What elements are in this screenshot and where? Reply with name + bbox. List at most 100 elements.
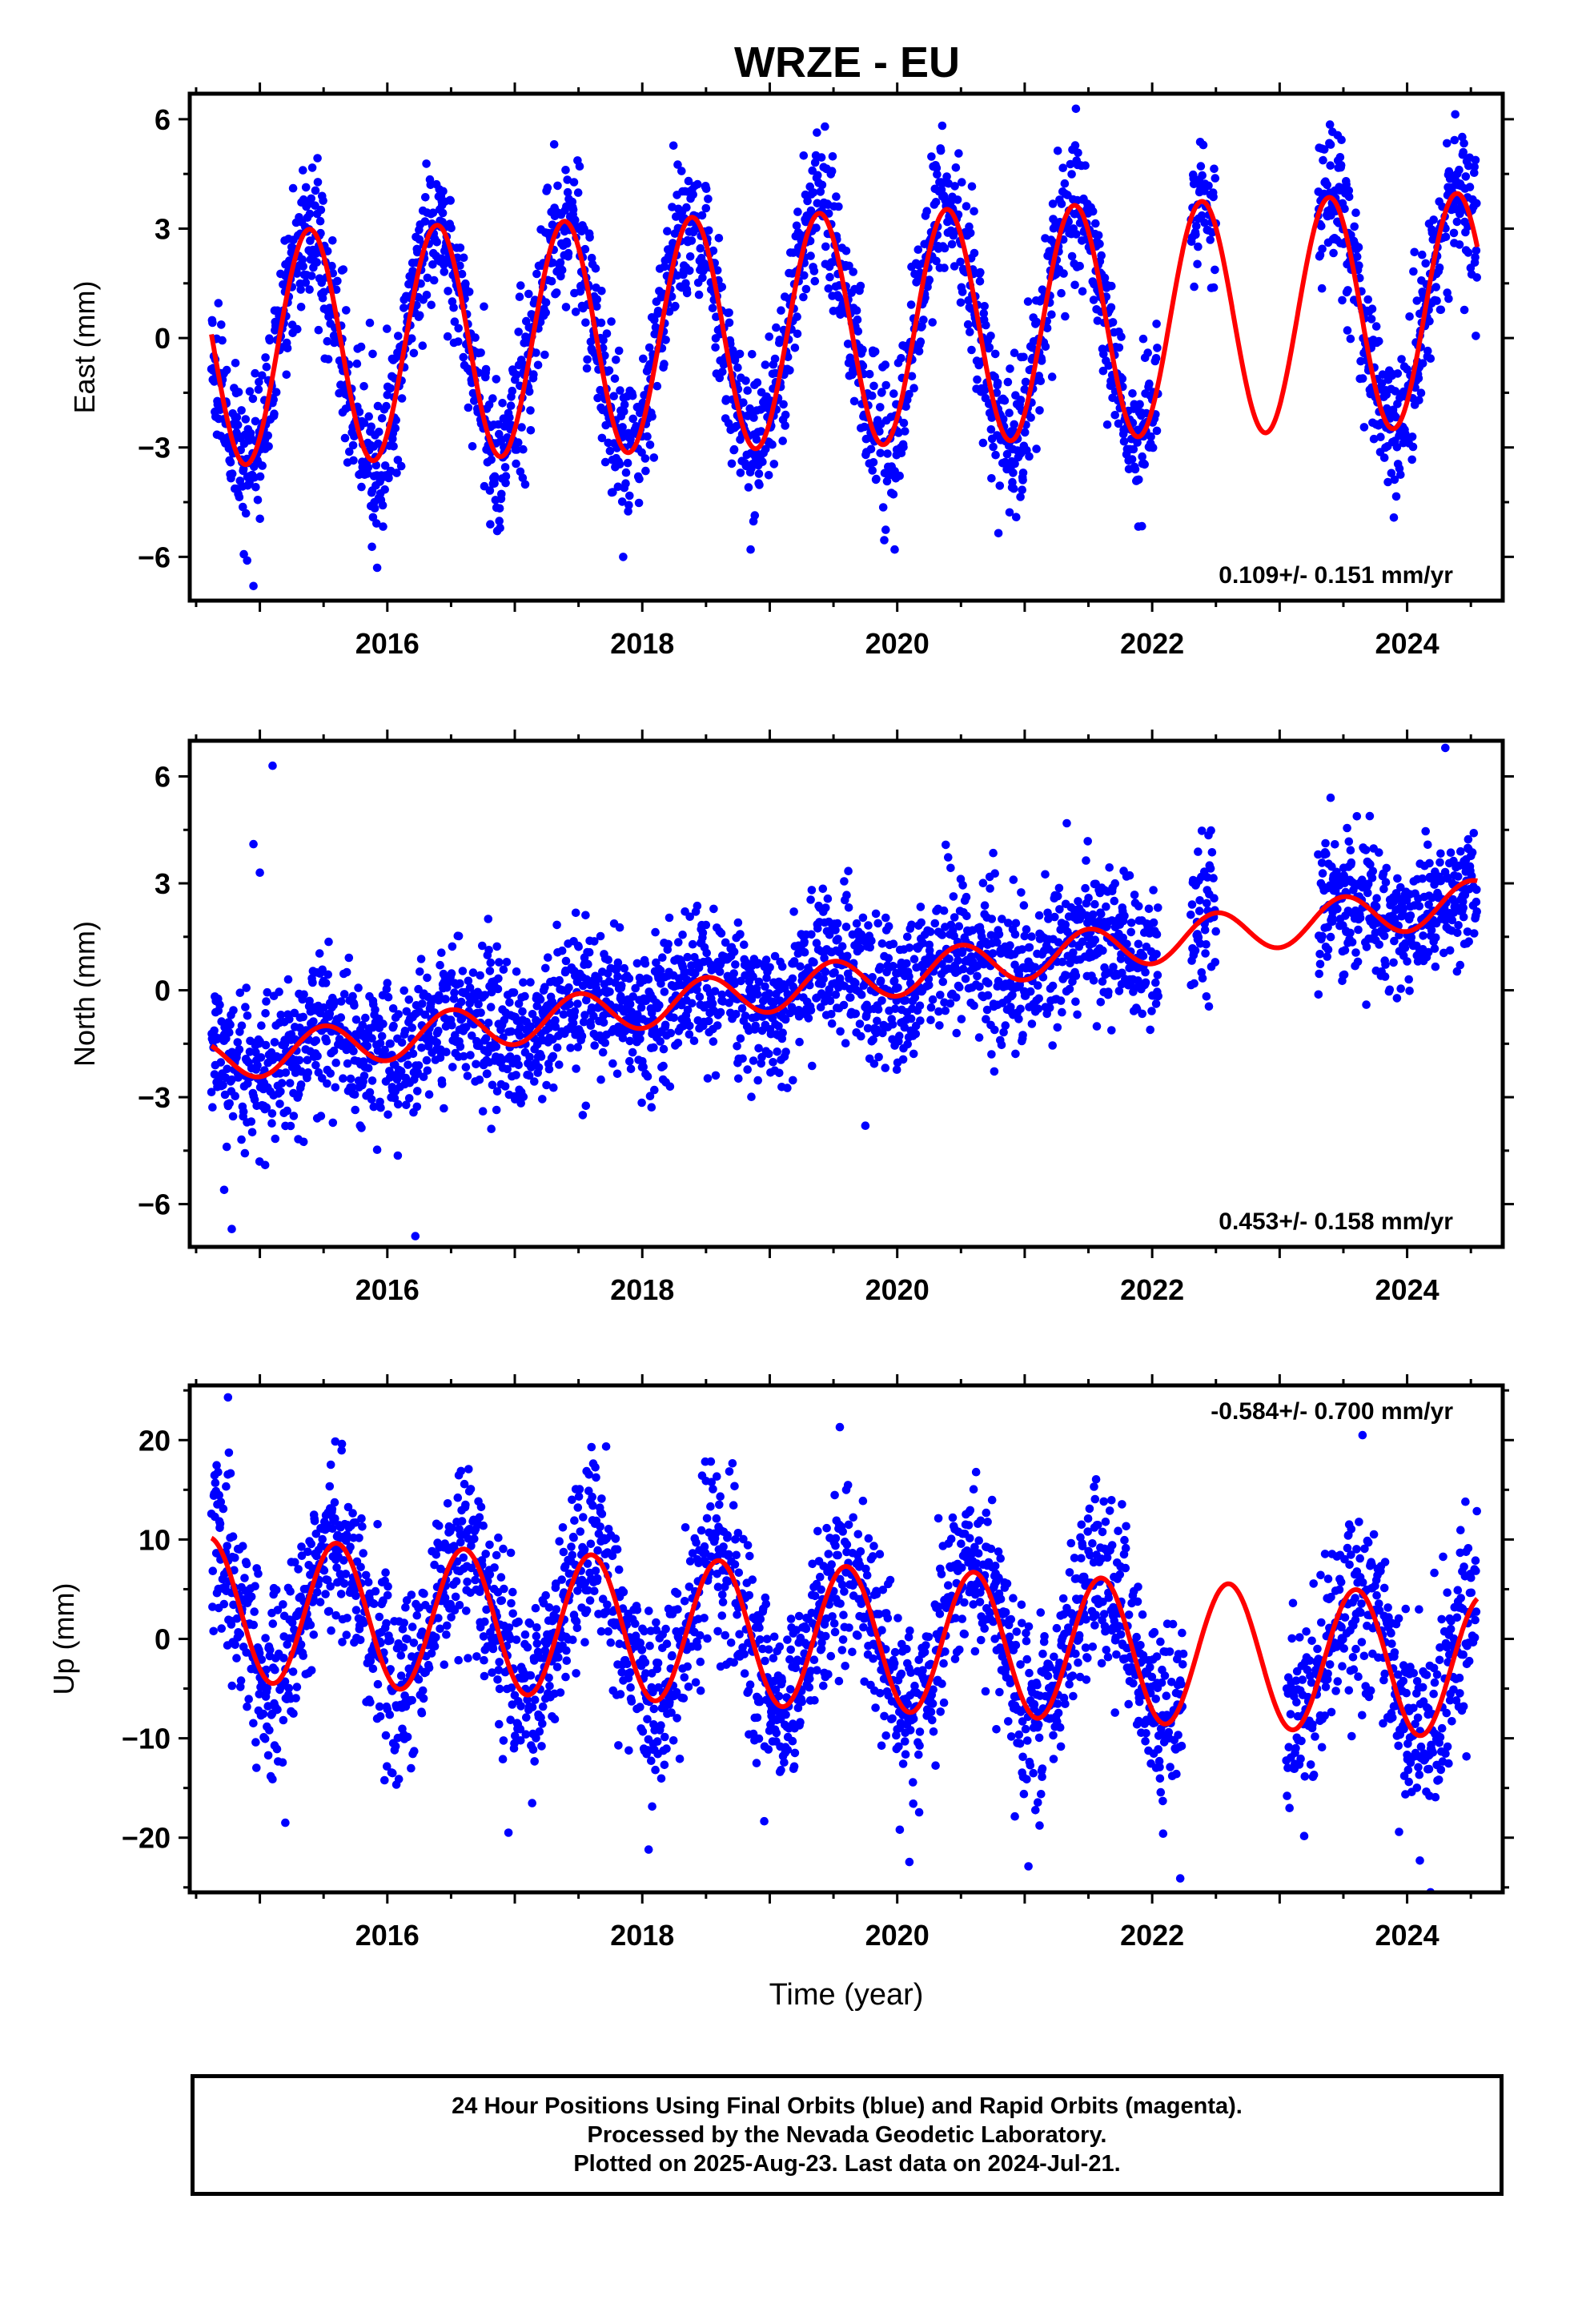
data-point bbox=[275, 987, 283, 996]
data-point bbox=[359, 382, 368, 391]
data-point-outlier bbox=[619, 553, 628, 561]
data-point bbox=[312, 258, 322, 267]
data-point bbox=[660, 987, 669, 996]
data-point bbox=[789, 907, 798, 916]
data-point bbox=[1207, 848, 1217, 857]
data-point bbox=[893, 983, 902, 992]
data-point bbox=[1326, 140, 1335, 149]
data-point bbox=[1186, 911, 1195, 919]
data-point bbox=[625, 1056, 634, 1066]
data-point bbox=[492, 1042, 501, 1051]
data-point bbox=[772, 323, 781, 332]
data-point bbox=[305, 996, 314, 1006]
data-point bbox=[1371, 902, 1381, 911]
data-point bbox=[615, 460, 624, 468]
data-point bbox=[757, 1052, 766, 1062]
x-tick-label: 2020 bbox=[865, 627, 930, 660]
data-point bbox=[880, 536, 889, 545]
data-point bbox=[391, 416, 401, 424]
data-point bbox=[301, 183, 311, 192]
data-point bbox=[952, 993, 961, 1002]
data-point bbox=[318, 965, 327, 975]
data-point bbox=[705, 226, 713, 235]
data-point bbox=[869, 458, 878, 467]
data-point bbox=[944, 853, 953, 862]
data-point bbox=[994, 976, 1003, 986]
data-point bbox=[1152, 930, 1162, 939]
data-point bbox=[575, 162, 584, 171]
data-point bbox=[352, 359, 362, 368]
data-point bbox=[1098, 977, 1107, 986]
data-point bbox=[817, 153, 826, 162]
data-point bbox=[997, 1040, 1006, 1050]
data-point bbox=[380, 485, 390, 494]
data-point bbox=[725, 318, 734, 328]
data-point bbox=[459, 352, 468, 362]
data-point bbox=[492, 942, 501, 951]
data-point bbox=[910, 993, 920, 1002]
data-point bbox=[821, 242, 830, 251]
data-point bbox=[1134, 939, 1143, 949]
data-point bbox=[765, 963, 774, 972]
data-point bbox=[973, 375, 982, 384]
data-point bbox=[500, 1015, 509, 1025]
data-point bbox=[428, 260, 437, 269]
data-point bbox=[1082, 856, 1090, 865]
data-point bbox=[632, 959, 642, 968]
data-point bbox=[962, 911, 971, 921]
data-point bbox=[500, 1082, 510, 1091]
data-point bbox=[553, 181, 562, 191]
data-point bbox=[1209, 283, 1219, 292]
data-point bbox=[753, 990, 762, 999]
data-point bbox=[350, 1001, 359, 1010]
data-point bbox=[1344, 192, 1354, 202]
data-point bbox=[842, 891, 851, 899]
data-point bbox=[793, 207, 802, 216]
data-point bbox=[605, 987, 614, 996]
data-point bbox=[404, 995, 414, 1004]
data-point bbox=[394, 1100, 403, 1109]
data-point bbox=[1323, 952, 1331, 961]
data-point bbox=[319, 196, 327, 205]
data-point bbox=[1375, 848, 1383, 857]
data-point bbox=[875, 427, 884, 436]
data-point bbox=[315, 949, 324, 958]
data-point bbox=[509, 988, 519, 997]
data-point bbox=[215, 405, 225, 415]
data-point bbox=[241, 415, 251, 424]
data-point bbox=[311, 201, 319, 210]
data-point bbox=[361, 1013, 370, 1023]
data-point bbox=[788, 974, 797, 983]
data-point bbox=[1343, 823, 1351, 833]
data-point bbox=[985, 343, 994, 352]
data-point bbox=[1197, 211, 1207, 220]
data-point bbox=[1152, 426, 1162, 436]
data-point bbox=[298, 255, 307, 264]
data-point bbox=[777, 962, 787, 971]
data-point bbox=[607, 317, 616, 326]
data-point bbox=[526, 1022, 536, 1031]
data-point bbox=[626, 1064, 636, 1074]
data-point bbox=[1451, 110, 1460, 119]
data-point bbox=[1353, 957, 1363, 967]
data-point bbox=[1016, 493, 1025, 501]
data-point bbox=[987, 1050, 996, 1059]
data-point bbox=[1377, 379, 1387, 388]
data-point bbox=[600, 457, 610, 467]
data-point bbox=[639, 354, 648, 364]
data-point bbox=[682, 288, 692, 298]
data-point bbox=[1389, 513, 1399, 522]
data-point bbox=[970, 248, 979, 258]
data-point bbox=[1062, 971, 1070, 980]
data-point bbox=[1053, 147, 1062, 155]
data-point bbox=[915, 1001, 925, 1011]
data-point bbox=[307, 163, 317, 172]
data-point bbox=[1419, 931, 1427, 940]
data-point bbox=[1399, 904, 1408, 913]
data-point bbox=[1195, 896, 1204, 905]
data-point bbox=[285, 1015, 294, 1023]
data-point bbox=[1396, 470, 1405, 479]
data-point bbox=[749, 972, 757, 981]
data-point bbox=[836, 1027, 845, 1036]
data-point bbox=[1088, 207, 1098, 216]
